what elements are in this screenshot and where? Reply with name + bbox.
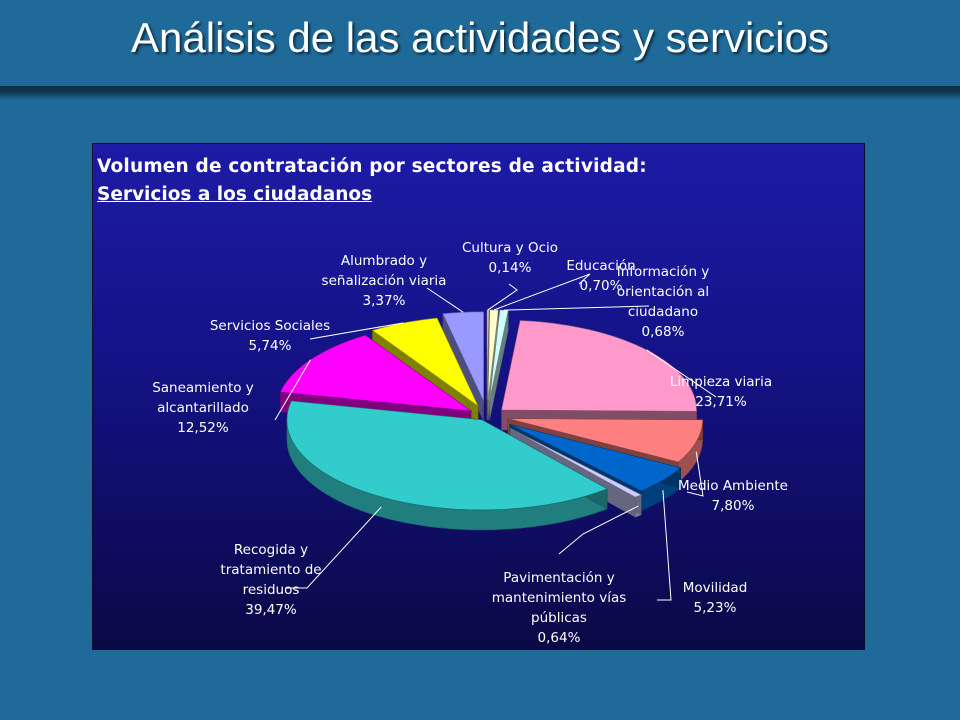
slice-label: Pavimentación y mantenimiento vías pública…: [492, 570, 627, 646]
leader-line: [493, 273, 591, 311]
slice-label: Medio Ambiente 7,80%: [678, 478, 788, 514]
leader-line: [487, 283, 518, 311]
slice-label: Recogida y tratamiento de residuos 39,47%: [220, 542, 321, 618]
pie-slice: [509, 424, 682, 492]
slice-label: Servicios Sociales 5,74%: [210, 318, 330, 354]
leader-line: [426, 287, 464, 313]
slide-title: Análisis de las actividades y servicios: [131, 14, 829, 61]
pie-slice: [507, 418, 704, 463]
chart-subtitle: Servicios a los ciudadanos: [97, 184, 373, 205]
slice-label: Educación 0,70%: [566, 258, 635, 294]
slice-label: Alumbrado y señalización viaria 3,37%: [322, 253, 447, 309]
pie-slice: [371, 317, 479, 407]
pie-slice: [286, 400, 608, 511]
leader-line: [686, 451, 704, 497]
leader-line: [309, 322, 404, 340]
pie-slice: [509, 427, 642, 498]
leader-line: [646, 349, 717, 398]
leader-line: [285, 506, 382, 589]
pie-slice: [501, 320, 697, 412]
slice-label: Cultura y Ocio 0,14%: [462, 240, 558, 276]
pie-chart: Cultura y Ocio 0,14% Educación 0,70%Informa…: [152, 240, 788, 646]
leader-line: [274, 359, 312, 421]
slice-label: Limpieza viaria 23,71%: [670, 374, 772, 410]
leader-line: [504, 305, 650, 311]
leader-line: [558, 505, 639, 555]
leader-line: [657, 490, 672, 601]
slice-label: Información y orientación al ciudadano 0,68…: [617, 264, 710, 340]
slice-label: Movilidad 5,23%: [683, 580, 748, 616]
pie-slice: [442, 311, 485, 402]
chart-title: Volumen de contratación por sectores de …: [97, 156, 647, 177]
title-divider: [0, 86, 960, 100]
chart-area: Volumen de contratación por sectores de …: [92, 143, 865, 650]
slice-label: Saneamiento y alcantarillado 12,52%: [152, 380, 254, 436]
